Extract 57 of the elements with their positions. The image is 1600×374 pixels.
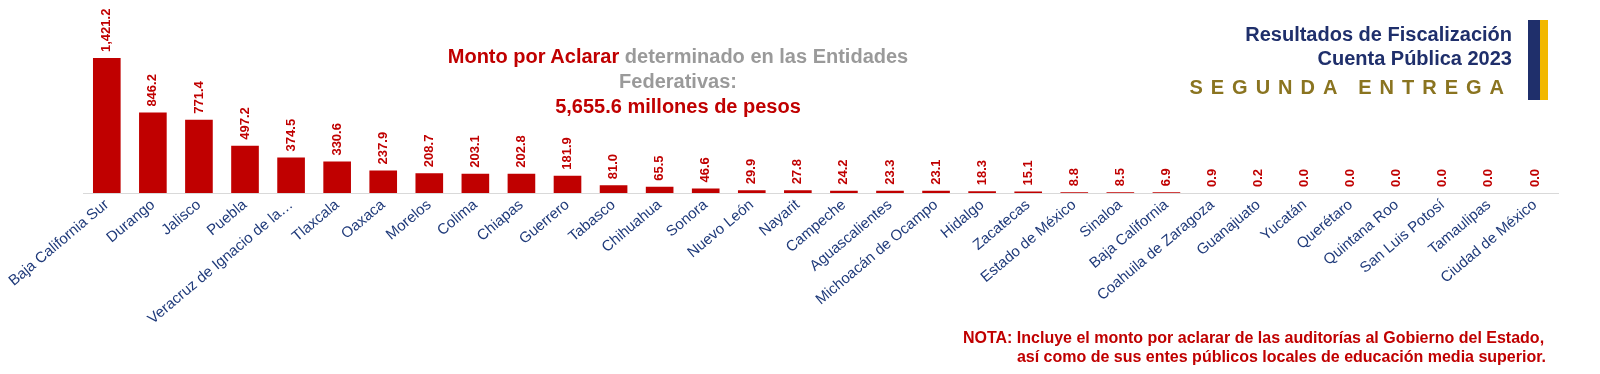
data-label: 18.3 [973,159,989,186]
data-label: 29.9 [743,158,759,185]
data-label: 846.2 [144,74,160,107]
data-label: 8.8 [1065,168,1081,187]
bar [277,157,305,193]
bar [645,186,674,193]
bar [922,190,950,193]
data-label: 0.9 [1204,168,1220,187]
text: 5,655.6 millones de pesos [554,94,802,119]
bar [139,112,167,193]
data-label: 202.8 [513,135,529,168]
text: NOTA: Incluye el monto por aclarar de las auditorías al Gobierno del Estado, [962,328,1546,347]
bar [461,173,490,193]
data-label: 27.8 [789,159,805,185]
data-label: 0.0 [1526,168,1542,187]
data-label: 46.6 [697,157,713,183]
data-label: 0.0 [1342,168,1358,187]
data-label: 203.1 [466,135,482,168]
data-label: 23.3 [881,159,897,185]
annotation: Cuenta Pública 2023 [1316,46,1512,70]
text: Resultados de Fiscalización [1244,22,1512,46]
data-label: 15.1 [1019,160,1035,186]
data-label: 6.9 [1157,168,1173,187]
bar [691,188,720,193]
bar [553,175,582,193]
bar [737,190,766,193]
bar [369,170,398,193]
data-label: 771.4 [190,80,206,114]
data-label: 374.5 [282,118,298,152]
annotation: SEGUNDA ENTREGA [1189,76,1512,99]
bar [231,145,259,193]
data-label: 81.0 [605,153,621,180]
bar [599,185,628,193]
data-label: 8.5 [1111,168,1127,187]
data-label: 0.0 [1480,168,1496,187]
data-label: 0.0 [1296,168,1312,187]
data-label: 65.5 [651,155,667,181]
bar [92,58,121,193]
data-label: 330.6 [328,123,344,156]
data-label: 208.7 [420,134,436,168]
data-label: 0.0 [1434,168,1450,187]
bar [415,173,444,193]
data-label: 237.9 [374,131,390,165]
data-label: 1,421.2 [98,8,114,52]
bar [784,190,812,193]
data-label: 497.2 [236,107,252,140]
bar [876,190,904,193]
chart-title: Monto por Aclarar determinado en las Entidades Federativas: [447,45,909,92]
bar [323,161,351,193]
text: así como de sus entes públicos locales de educación media superior. [1015,347,1546,366]
data-label: 0.2 [1250,168,1266,187]
data-label: 0.0 [1388,168,1404,187]
data-label: 181.9 [559,137,575,170]
bar [185,119,213,193]
bar [507,173,536,193]
data-label: 24.2 [835,159,851,185]
data-label: 23.1 [927,159,943,185]
